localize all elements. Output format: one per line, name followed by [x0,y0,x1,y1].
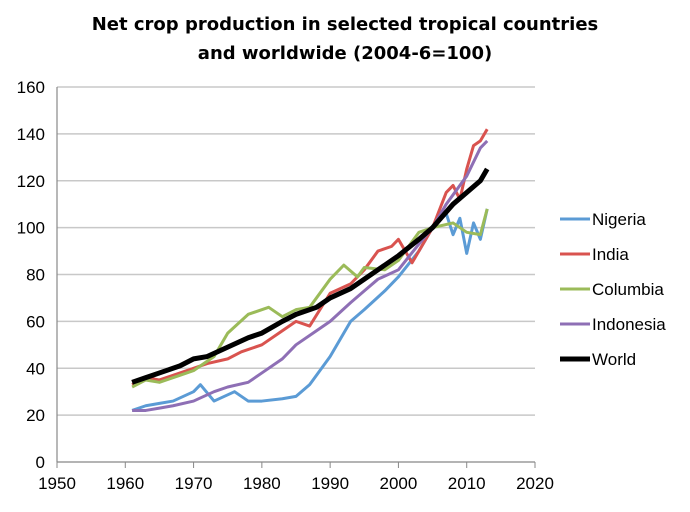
y-tick-label: 100 [17,219,45,238]
legend-label-indonesia: Indonesia [592,315,666,334]
legend-label-world: World [592,350,636,369]
y-tick-label: 0 [36,453,45,472]
y-tick-label: 20 [26,406,45,425]
legend-label-india: India [592,245,629,264]
series-line-india [131,128,489,386]
series-line-world [131,167,490,385]
x-tick-label: 1960 [106,474,144,493]
y-tick-label: 80 [26,266,45,285]
series-line-nigeria [131,208,489,412]
x-tick-label: 1990 [311,474,349,493]
chart-title-line-2: and worldwide (2004-6=100) [198,43,492,64]
x-tick-label: 2020 [516,474,554,493]
y-tick-label: 60 [26,312,45,331]
x-tick-label: 1950 [38,474,76,493]
y-tick-label: 160 [17,78,45,97]
y-tick-label: 40 [26,359,45,378]
x-tick-label: 1980 [243,474,281,493]
y-tick-label: 140 [17,125,45,144]
x-tick-label: 1970 [175,474,213,493]
series-line-columbia [131,208,489,389]
x-tick-label: 2000 [380,474,418,493]
legend-label-nigeria: Nigeria [592,210,646,229]
legend-label-columbia: Columbia [592,280,664,299]
x-tick-label: 2010 [448,474,486,493]
y-tick-label: 120 [17,172,45,191]
chart-title-line-1: Net crop production in selected tropical… [92,14,599,35]
